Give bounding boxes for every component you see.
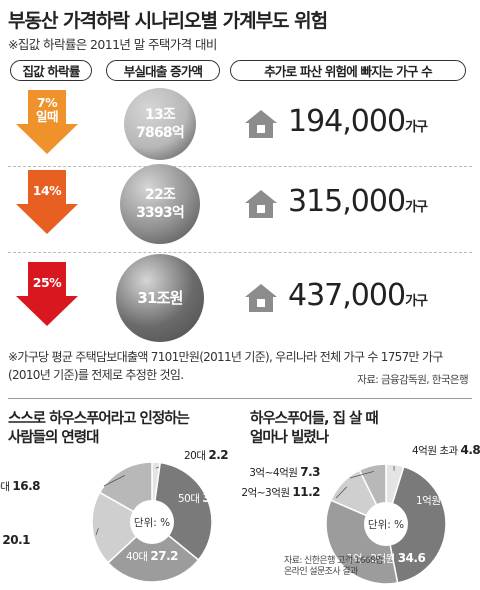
source-label: 자료: 금융감독원, 한국은행 (357, 374, 468, 386)
pie-slice-value: 42.1 (465, 493, 480, 507)
pie-2-source-line-2: 온라인 설문조사 결과 (284, 567, 358, 577)
pie-slice-value: 7.3 (300, 465, 320, 479)
pie-slice-name: 50대 (178, 493, 202, 505)
pie-slice-name: 1억~2억원 (347, 553, 398, 565)
pie-2-title: 하우스푸어들, 집 살 때 얼마나 빌렸나 (250, 410, 379, 448)
section-divider (8, 398, 472, 399)
households-count-row-2: 315,000가구 (288, 184, 428, 219)
pie-center (364, 502, 408, 546)
pie-slice-value: 2.2 (208, 448, 228, 462)
pie-slice-value: 16.8 (12, 479, 40, 493)
page-subtitle: ※집값 하락률은 2011년 말 주택가격 대비 (8, 37, 217, 52)
pie-slice-label: 50대 33.7 (178, 491, 230, 505)
page-title: 부동산 가격하락 시나리오별 가계부도 위험 (8, 10, 328, 32)
down-arrow-icon (16, 262, 78, 326)
pie-slice-label: 2억~3억원 11.2 (241, 485, 320, 499)
households-number: 194,000 (288, 104, 406, 139)
pie-slice-label: 3억~4억원 7.3 (249, 465, 320, 479)
pie-2-title-line-1: 하우스푸어들, 집 살 때 (250, 411, 379, 427)
pie-slice-value: 20.1 (2, 533, 30, 547)
pie-leader-line (349, 471, 374, 479)
pie-slice-label: 1억원 이하 42.1 (416, 493, 480, 507)
house-icon (245, 190, 277, 218)
pie-slice-value: 4.8 (461, 443, 480, 457)
row-divider (8, 252, 472, 253)
house-icon (245, 110, 277, 138)
loan-amount-line-1: 22조 (145, 187, 176, 203)
pie-1-title: 스스로 하우스푸어라고 인정하는 사람들의 연령대 (8, 410, 190, 448)
pie-slice-name: 30대 (0, 481, 12, 493)
pie-slice-label: 40대 27.2 (126, 549, 178, 563)
loan-amount-line-1: 13조 (145, 107, 176, 123)
drop-rate-label: 7% (36, 95, 58, 110)
pie-slice-name: 20대 (184, 450, 208, 462)
pie-slice-2 (385, 465, 447, 584)
header-loan-increase: 부실대출 증가액 (106, 60, 220, 81)
loan-amount-line-2: 7868억 (136, 125, 185, 141)
pie-slice-label: 20대 2.2 (184, 448, 228, 462)
down-arrow-icon (16, 90, 78, 154)
pie-slice-2 (151, 461, 213, 562)
pie-leader-line (95, 528, 99, 536)
pie-2-title-line-2: 얼마나 빌렸나 (250, 430, 329, 446)
pie-slice-label: 1억~2억원 34.6 (347, 551, 426, 565)
households-unit: 가구 (405, 120, 428, 135)
row-divider (8, 166, 472, 167)
pie-slice-value: 34.6 (398, 551, 426, 565)
pie-slice-name: 2억~3억원 (241, 487, 292, 499)
pie-slice-4 (91, 491, 154, 564)
drop-arrow-row-3: 25% (14, 262, 80, 328)
pie-slice-3 (325, 499, 399, 585)
pie-slice-label: 30대 16.8 (0, 479, 40, 493)
drop-rate-label: 25% (32, 275, 62, 290)
loan-amount-line-2: 3393억 (136, 205, 185, 221)
pie-slice-name: 3억~4억원 (249, 467, 300, 479)
pie-slice-value: 11.2 (292, 485, 320, 499)
pie-slice-3 (106, 521, 200, 583)
pie-leader-line (103, 474, 125, 487)
pie-unit-label: 단위: % (368, 518, 404, 531)
drop-arrow-row-2: 14% (14, 170, 80, 236)
pie-1-title-line-1: 스스로 하우스푸어라고 인정하는 (8, 411, 190, 427)
footnote: ※가구당 평균 주택담보대출액 7101만원(2011년 기준), 우리나라 전… (8, 350, 443, 382)
pie-slice-label: 60대 이상 20.1 (0, 533, 30, 547)
pie-slice-name: 40대 (126, 551, 150, 563)
loan-amount-line-1: 31조원 (137, 289, 183, 307)
households-number: 315,000 (288, 184, 406, 219)
pie-slice-value: 33.7 (202, 491, 230, 505)
drop-rate-label: 14% (32, 183, 62, 198)
pie-unit-label: 단위: % (134, 516, 170, 529)
loan-ball-row-2: 22조 3393억 (120, 164, 200, 244)
drop-rate-sublabel: 일때 (35, 109, 59, 124)
households-count-row-1: 194,000가구 (288, 104, 428, 139)
pie-chart-loan-amounts: 4억원 초과 4.8 1억원 이하 42.1 1억~2억원 34.6 2억~3억원 1… (241, 443, 480, 585)
pie-1-title-line-2: 사람들의 연령대 (8, 430, 99, 446)
pie-slice-name: 4억원 초과 (412, 445, 461, 457)
pie-center (130, 500, 174, 544)
down-arrow-icon (16, 170, 78, 234)
drop-arrow-row-1: 7% 일때 (14, 90, 80, 156)
pie-slice-label: 4억원 초과 4.8 (412, 443, 480, 457)
pie-leader-line (335, 486, 348, 499)
pie-slice-name: 60대 이상 (0, 535, 2, 547)
households-unit: 가구 (405, 200, 428, 215)
header-drop-rate: 집값 하락률 (10, 60, 92, 81)
households-unit: 가구 (405, 294, 428, 309)
pie-2-source-line-1: 자료: 신한은행 고객 1668명 (284, 556, 383, 566)
house-icon (245, 284, 277, 312)
loan-ball-row-3: 31조원 (116, 254, 204, 342)
pie-chart-age-groups: 20대 2.2 50대 33.7 40대 27.2 60대 이상 20.1 30대 16… (0, 448, 231, 583)
pie-2-source: 자료: 신한은행 고객 1668명 온라인 설문조사 결과 (284, 556, 383, 578)
header-households: 추가로 파산 위험에 빠지는 가구 수 (230, 60, 466, 81)
loan-ball-row-1: 13조 7868억 (124, 88, 196, 160)
households-count-row-3: 437,000가구 (288, 278, 428, 313)
households-number: 437,000 (288, 278, 406, 313)
pie-slice-value: 27.2 (150, 549, 178, 563)
pie-slice-name: 1억원 이하 (416, 494, 465, 507)
